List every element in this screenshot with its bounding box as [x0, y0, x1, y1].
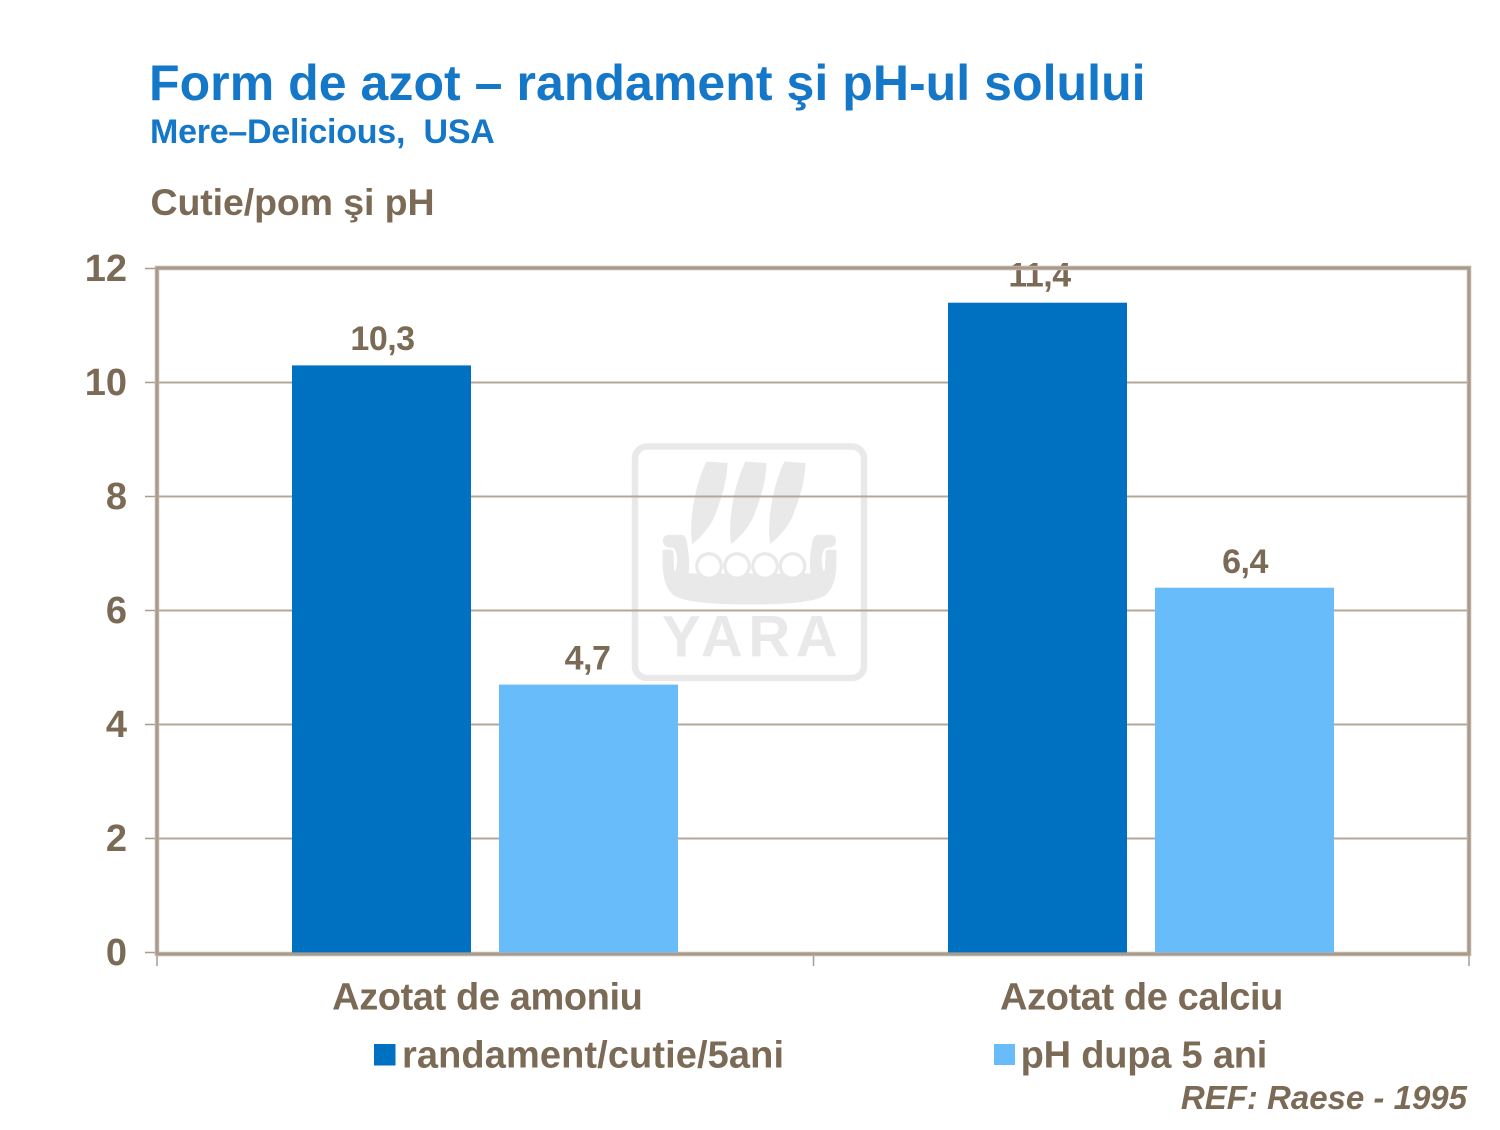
svg-text:pH dupa 5 ani: pH dupa 5 ani: [1021, 1035, 1268, 1077]
svg-text:Azotat de amoniu: Azotat de amoniu: [332, 976, 642, 1018]
svg-text:Form de azot – randament şi pH: Form de azot – randament şi pH-ul solulu…: [149, 55, 1146, 111]
svg-text:YARA: YARA: [662, 605, 843, 670]
svg-text:2: 2: [106, 818, 127, 860]
svg-text:11,4: 11,4: [1008, 256, 1071, 294]
svg-text:8: 8: [106, 476, 127, 518]
svg-text:0: 0: [106, 932, 127, 974]
svg-text:Cutie/pom şi pH: Cutie/pom şi pH: [151, 181, 435, 223]
svg-text:12: 12: [85, 248, 127, 290]
svg-text:REF: Raese - 1995: REF: Raese - 1995: [1181, 1079, 1468, 1116]
svg-text:randament/cutie/5ani: randament/cutie/5ani: [402, 1035, 784, 1077]
svg-text:4,7: 4,7: [565, 639, 611, 677]
svg-text:Azotat de calciu: Azotat de calciu: [1000, 976, 1283, 1018]
svg-text:10,3: 10,3: [350, 320, 414, 358]
svg-text:4: 4: [106, 704, 127, 746]
svg-text:10: 10: [85, 362, 127, 404]
svg-text:6,4: 6,4: [1222, 543, 1268, 581]
svg-text:6: 6: [106, 590, 127, 632]
svg-text:Mere–Delicious, USA: Mere–Delicious, USA: [150, 113, 495, 151]
